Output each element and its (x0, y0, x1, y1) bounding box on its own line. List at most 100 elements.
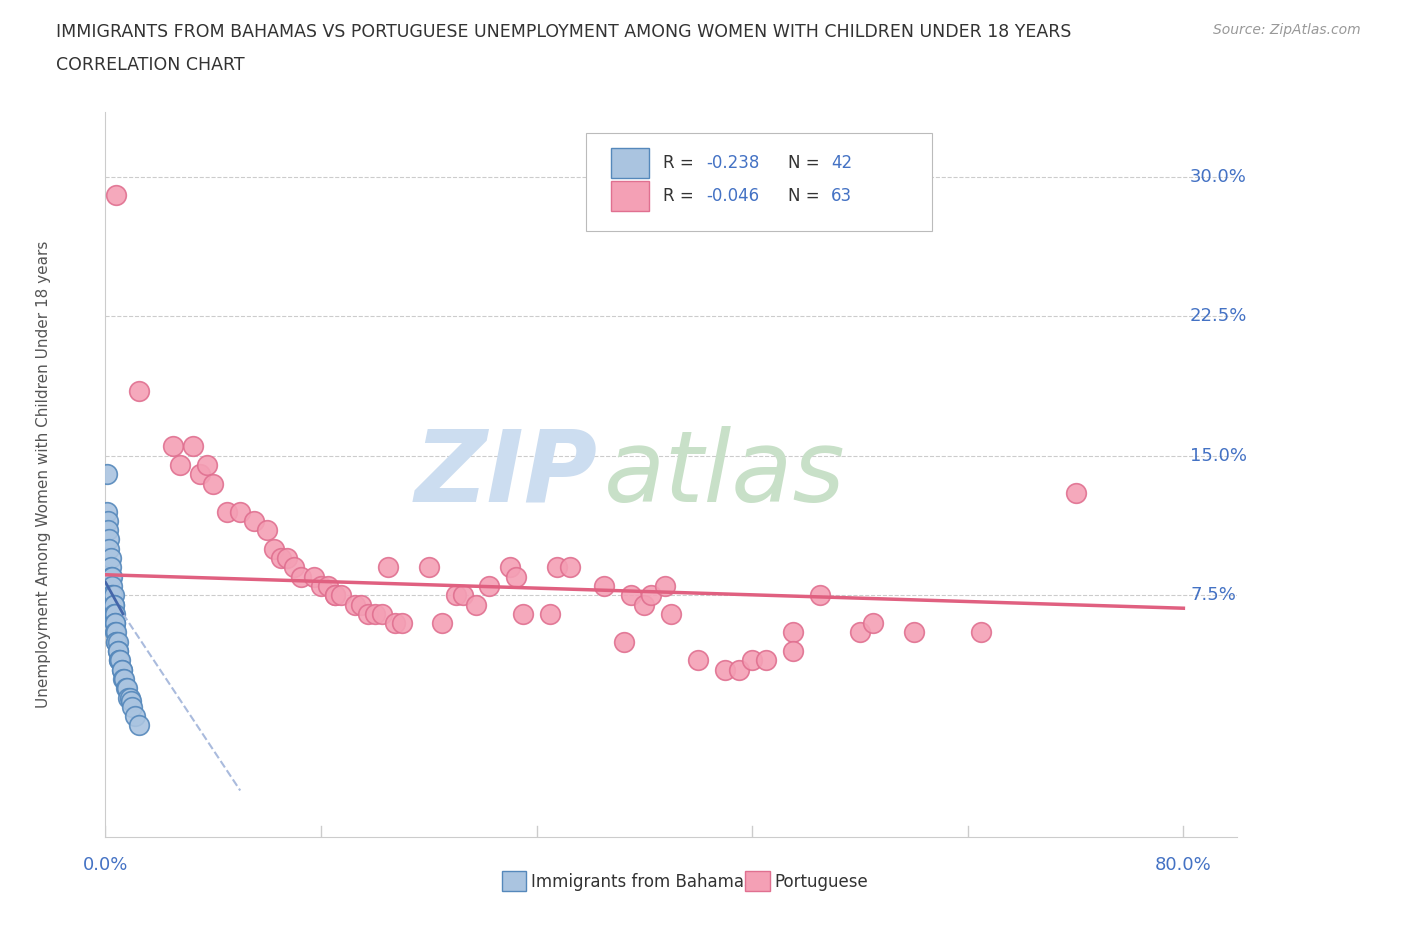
Point (256, 523, 278, 538)
Point (101, 569, 124, 584)
Bar (502, 871, 526, 891)
Point (101, 588, 124, 603)
Point (111, 662, 132, 677)
Point (263, 541, 285, 556)
Point (121, 699, 143, 714)
Text: Immigrants from Bahamas: Immigrants from Bahamas (531, 873, 752, 891)
Text: atlas: atlas (603, 426, 845, 523)
Point (782, 644, 804, 658)
Point (661, 606, 683, 621)
Point (478, 578, 501, 593)
Point (100, 560, 122, 575)
Point (105, 188, 128, 203)
Point (903, 625, 925, 640)
Text: 30.0%: 30.0% (1189, 167, 1247, 186)
Point (118, 690, 141, 705)
Text: 7.5%: 7.5% (1189, 586, 1236, 604)
Point (613, 634, 636, 649)
Text: -0.046: -0.046 (706, 187, 759, 205)
Point (370, 606, 392, 621)
Point (309, 578, 332, 593)
Text: 80.0%: 80.0% (1154, 856, 1212, 873)
Point (103, 606, 125, 621)
Point (538, 606, 561, 621)
Point (162, 439, 184, 454)
Point (108, 653, 131, 668)
Point (377, 560, 399, 575)
Point (104, 606, 127, 621)
Bar (745, 871, 770, 891)
Point (688, 653, 710, 668)
Point (304, 569, 326, 584)
Text: CORRELATION CHART: CORRELATION CHART (56, 56, 245, 73)
Text: ZIP: ZIP (415, 426, 598, 523)
Point (849, 625, 872, 640)
Point (593, 578, 616, 593)
Point (444, 588, 467, 603)
Point (115, 681, 138, 696)
Point (101, 578, 124, 593)
Point (323, 588, 346, 603)
Point (242, 513, 264, 528)
Text: 15.0%: 15.0% (1189, 446, 1247, 465)
Point (432, 616, 454, 631)
Text: R =: R = (664, 187, 699, 205)
Point (1064, 485, 1087, 500)
Point (107, 644, 129, 658)
Point (128, 718, 150, 733)
Point (104, 616, 127, 631)
Point (546, 560, 568, 575)
Point (117, 690, 139, 705)
Point (640, 588, 662, 603)
Point (290, 569, 312, 584)
Point (418, 560, 440, 575)
Point (270, 551, 292, 565)
Point (181, 439, 204, 454)
Point (862, 616, 884, 631)
Point (364, 606, 387, 621)
Point (391, 616, 413, 631)
Point (97, 523, 120, 538)
Text: 42: 42 (831, 154, 852, 172)
Point (120, 694, 142, 709)
Point (755, 653, 778, 668)
Text: R =: R = (664, 154, 699, 172)
Point (98, 541, 121, 556)
Point (98, 532, 121, 547)
Point (112, 671, 135, 686)
Point (103, 597, 125, 612)
Point (103, 597, 125, 612)
Point (103, 588, 125, 603)
Point (128, 383, 150, 398)
Point (343, 597, 366, 612)
Point (350, 597, 373, 612)
Point (96, 504, 118, 519)
Point (188, 467, 211, 482)
Point (114, 681, 136, 696)
Text: N =: N = (787, 187, 825, 205)
Point (105, 634, 128, 649)
Point (229, 504, 252, 519)
Point (215, 504, 238, 519)
Point (498, 560, 520, 575)
Point (451, 588, 474, 603)
Text: Unemployment Among Women with Children Under 18 years: Unemployment Among Women with Children U… (35, 241, 51, 708)
Text: -0.238: -0.238 (706, 154, 759, 172)
Point (741, 653, 763, 668)
Point (633, 597, 655, 612)
Text: Source: ZipAtlas.com: Source: ZipAtlas.com (1213, 23, 1361, 37)
Point (465, 597, 488, 612)
Point (96, 467, 118, 482)
Point (110, 653, 132, 668)
Point (107, 644, 129, 658)
Point (111, 662, 132, 677)
Point (97, 513, 120, 528)
Point (782, 625, 804, 640)
Point (202, 476, 225, 491)
Point (620, 588, 643, 603)
Bar (612, 180, 648, 211)
Point (654, 578, 676, 593)
Point (808, 588, 831, 603)
Point (100, 569, 122, 584)
Point (100, 551, 122, 565)
